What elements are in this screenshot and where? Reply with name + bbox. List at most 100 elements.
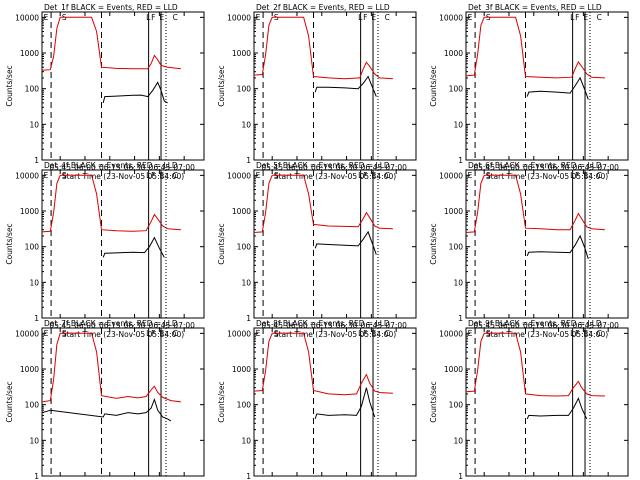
x-tick-label: 06:45: [361, 163, 383, 172]
y-tick-label: 100: [25, 85, 40, 94]
y-tick-label: 1: [34, 156, 39, 165]
x-axis-label: Start Time (23-Nov-05 05:34:00): [62, 330, 184, 339]
y-tick-label: 1000: [20, 365, 39, 374]
x-tick-label: 07:00: [385, 163, 407, 172]
event-marker: C: [597, 171, 602, 180]
y-tick-label: 1: [34, 472, 39, 480]
event-marker: F: [363, 171, 367, 180]
event-marker: L: [358, 171, 363, 180]
event-marker: E: [159, 171, 164, 180]
event-marker: F: [151, 13, 155, 22]
x-tick-label: 06:15: [523, 321, 545, 330]
x-tick-label: 05:45: [473, 163, 495, 172]
events-series-line: [102, 236, 165, 258]
event-marker: C: [173, 13, 178, 22]
events-series-line: [314, 230, 377, 255]
event-marker: F: [363, 329, 367, 338]
detector-panel: Det_1f BLACK = Events, RED = LLD 1 10 100 10…: [5, 3, 205, 181]
event-marker: F: [575, 13, 579, 22]
y-tick-label: 1000: [444, 365, 463, 374]
y-tick-label: 10000: [227, 171, 251, 180]
y-axis-label: Counts/sec: [217, 65, 226, 106]
x-axis-label: Start Time (23-Nov-05 05:34:00): [486, 172, 608, 181]
event-marker: L: [358, 329, 363, 338]
y-tick-label: 100: [237, 401, 252, 410]
lld-series-line: [253, 332, 393, 396]
event-marker: C: [597, 329, 602, 338]
events-series-line: [526, 76, 589, 100]
x-tick-label: 06:30: [124, 321, 146, 330]
events-series-line: [102, 81, 168, 104]
x-tick-label: 06:30: [336, 321, 358, 330]
x-tick-label: 06:30: [124, 163, 146, 172]
panel-title: Det_5f BLACK = Events, RED = LLD: [256, 161, 390, 170]
detector-panel: Det_8f BLACK = Events, RED = LLD 1 10 100 10…: [217, 319, 417, 480]
x-tick-label: 06:45: [149, 163, 171, 172]
x-tick-label: 05:45: [49, 163, 71, 172]
y-tick-label: 10: [241, 278, 251, 287]
y-tick-label: 10000: [15, 13, 39, 22]
event-marker: E: [371, 13, 376, 22]
y-tick-label: 10000: [439, 171, 463, 180]
panel-title: Det_2f BLACK = Events, RED = LLD: [256, 3, 390, 12]
x-axis-label: Start Time (23-Nov-05 05:34:00): [274, 172, 396, 181]
y-axis-label: Counts/sec: [429, 381, 438, 422]
y-tick-label: 100: [25, 401, 40, 410]
x-tick-label: 06:15: [99, 321, 121, 330]
y-tick-label: 10: [241, 436, 251, 445]
lld-series-line: [465, 174, 605, 233]
y-tick-label: 100: [237, 243, 252, 252]
y-tick-label: 10: [29, 120, 39, 129]
y-tick-label: 1000: [444, 49, 463, 58]
event-marker: E: [468, 171, 473, 180]
y-tick-label: 100: [449, 243, 464, 252]
event-marker: E: [371, 171, 376, 180]
x-tick-label: 06:45: [361, 321, 383, 330]
event-marker: L: [358, 13, 363, 22]
plot-frame: [253, 327, 417, 477]
y-tick-label: 10: [453, 120, 463, 129]
x-axis-label: Start Time (23-Nov-05 05:34:00): [486, 330, 608, 339]
event-marker: L: [570, 13, 575, 22]
x-tick-label: 06:30: [548, 321, 570, 330]
event-marker: E: [159, 329, 164, 338]
event-marker: E: [44, 13, 49, 22]
x-tick-label: 06:00: [286, 321, 308, 330]
plot-frame: [253, 169, 417, 319]
plot-frame: [465, 327, 629, 477]
y-tick-label: 10: [453, 436, 463, 445]
y-tick-label: 1: [34, 314, 39, 323]
event-marker: E: [256, 171, 261, 180]
y-axis-label: Counts/sec: [5, 65, 14, 106]
y-tick-label: 100: [237, 85, 252, 94]
y-axis-label: Counts/sec: [429, 65, 438, 106]
y-tick-label: 1: [246, 156, 251, 165]
y-tick-label: 1: [246, 472, 251, 480]
panel-title: Det_3f BLACK = Events, RED = LLD: [468, 3, 602, 12]
y-tick-label: 1: [458, 472, 463, 480]
event-marker: L: [146, 171, 151, 180]
y-axis-label: Counts/sec: [217, 381, 226, 422]
x-tick-label: 06:15: [311, 163, 333, 172]
detector-panel: Det_6f BLACK = Events, RED = LLD 1 10 100 10…: [429, 161, 629, 339]
event-marker: E: [583, 13, 588, 22]
y-axis-label: Counts/sec: [429, 223, 438, 264]
y-tick-label: 100: [25, 243, 40, 252]
event-marker: E: [256, 13, 261, 22]
lld-series-line: [465, 16, 605, 79]
x-tick-label: 06:15: [99, 163, 121, 172]
x-tick-label: 06:00: [498, 321, 520, 330]
y-tick-label: 10: [241, 120, 251, 129]
y-tick-label: 10000: [227, 329, 251, 338]
x-tick-label: 05:45: [473, 321, 495, 330]
plot-frame: [253, 11, 417, 161]
detector-panel: Det_5f BLACK = Events, RED = LLD 1 10 100 10…: [217, 161, 417, 339]
event-marker: C: [173, 329, 178, 338]
events-series-line: [41, 397, 172, 422]
panel-title: Det_7f BLACK = Events, RED = LLD: [44, 319, 178, 328]
y-tick-label: 10000: [439, 329, 463, 338]
event-marker: F: [151, 329, 155, 338]
x-tick-label: 06:15: [523, 163, 545, 172]
x-tick-label: 06:00: [286, 163, 308, 172]
